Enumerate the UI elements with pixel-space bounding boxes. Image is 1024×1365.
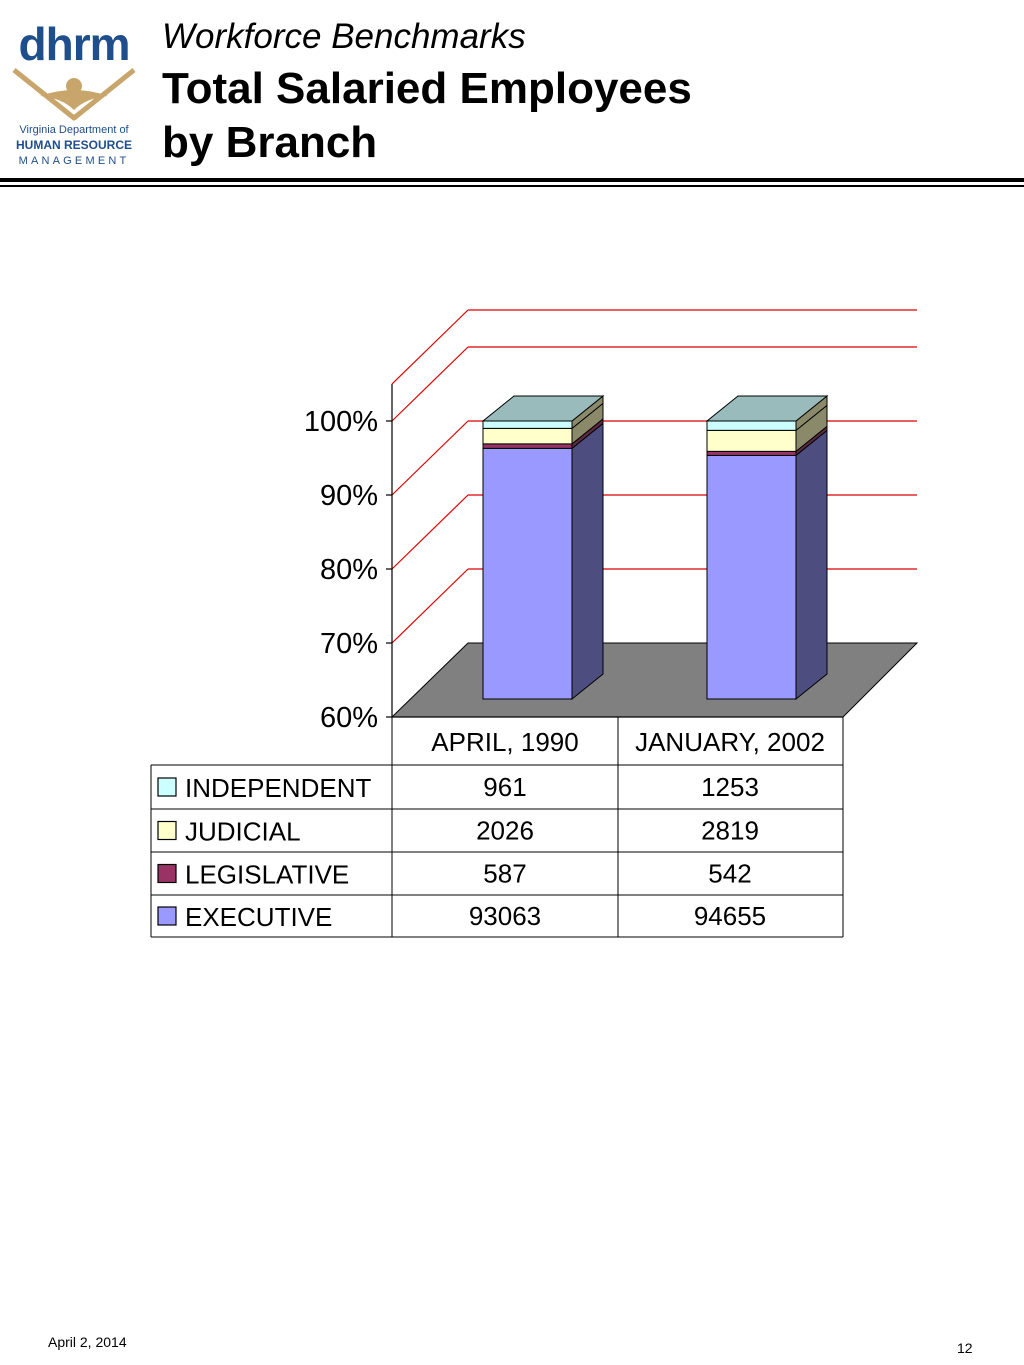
logo-line-3: MANAGEMENT xyxy=(18,155,130,167)
bar-segment-legislative xyxy=(482,443,573,449)
gridline-depth xyxy=(391,420,469,496)
header-rule-thin xyxy=(0,185,1024,187)
bar-segment-judicial xyxy=(706,429,797,452)
footer-date: April 2, 2014 xyxy=(48,1334,127,1350)
legend-swatch xyxy=(157,820,177,841)
legend-label: LEGISLATIVE xyxy=(185,860,349,890)
gridline-depth xyxy=(391,346,469,422)
legend-label: INDEPENDENT xyxy=(185,773,371,803)
dhrm-logo: dhrm Virginia Department of HUMAN RESOUR… xyxy=(8,18,140,174)
y-tick-label: 100% xyxy=(304,406,378,438)
gridline-depth xyxy=(391,309,469,385)
y-tick-label: 90% xyxy=(320,480,378,512)
data-cell: 542 xyxy=(708,859,751,889)
bar-segment-executive xyxy=(706,454,797,700)
logo-line-1: Virginia Department of xyxy=(19,124,129,136)
bar-top xyxy=(705,395,829,422)
chart-floor xyxy=(390,642,919,718)
legend-swatch xyxy=(157,777,177,797)
page-title-line-2: by Branch xyxy=(162,118,378,167)
logo-line-2: HUMAN RESOURCE xyxy=(15,138,132,152)
y-tick-label: 80% xyxy=(320,554,378,586)
y-tick-label: 70% xyxy=(320,628,378,660)
data-cell: 94655 xyxy=(694,901,766,931)
data-cell: 2819 xyxy=(701,816,759,846)
legend-label: EXECUTIVE xyxy=(185,902,332,932)
bar-top xyxy=(481,395,605,422)
legend-swatch xyxy=(157,863,177,884)
bar-segment-judicial xyxy=(482,427,573,445)
bar-segment-independent xyxy=(706,420,797,431)
bar-segment-legislative xyxy=(706,450,797,456)
page-subtitle: Workforce Benchmarks xyxy=(162,17,526,56)
data-cell: 93063 xyxy=(469,901,541,931)
x-category-label: APRIL, 1990 xyxy=(431,727,578,757)
legend-swatch xyxy=(157,906,177,926)
y-tick-label: 60% xyxy=(320,702,378,734)
data-cell: 2026 xyxy=(476,816,534,846)
header-rule-thick xyxy=(0,178,1024,182)
bar-segment-executive xyxy=(482,447,573,700)
x-category-label: JANUARY, 2002 xyxy=(635,727,825,757)
data-cell: 961 xyxy=(483,772,526,802)
page-number: 12 xyxy=(957,1340,973,1356)
bar-side-executive xyxy=(795,429,828,701)
gridline-depth xyxy=(391,494,469,570)
gridline-depth xyxy=(391,568,469,644)
logo-figure-icon xyxy=(12,68,136,121)
bar-segment-independent xyxy=(482,420,573,429)
bar-side-executive xyxy=(571,422,604,701)
legend-label: JUDICIAL xyxy=(185,817,301,847)
data-cell: 1253 xyxy=(701,772,759,802)
logo-wordmark: dhrm xyxy=(18,18,131,70)
stacked-bar-chart: 60% 70% 80% 90% 100% APRIL, 1990 JANUARY, 2002… xyxy=(150,309,919,938)
page-title: Total Salaried Employees by Branch xyxy=(162,62,692,170)
data-cell: 587 xyxy=(483,859,526,889)
page-title-line-1: Total Salaried Employees xyxy=(162,64,692,113)
